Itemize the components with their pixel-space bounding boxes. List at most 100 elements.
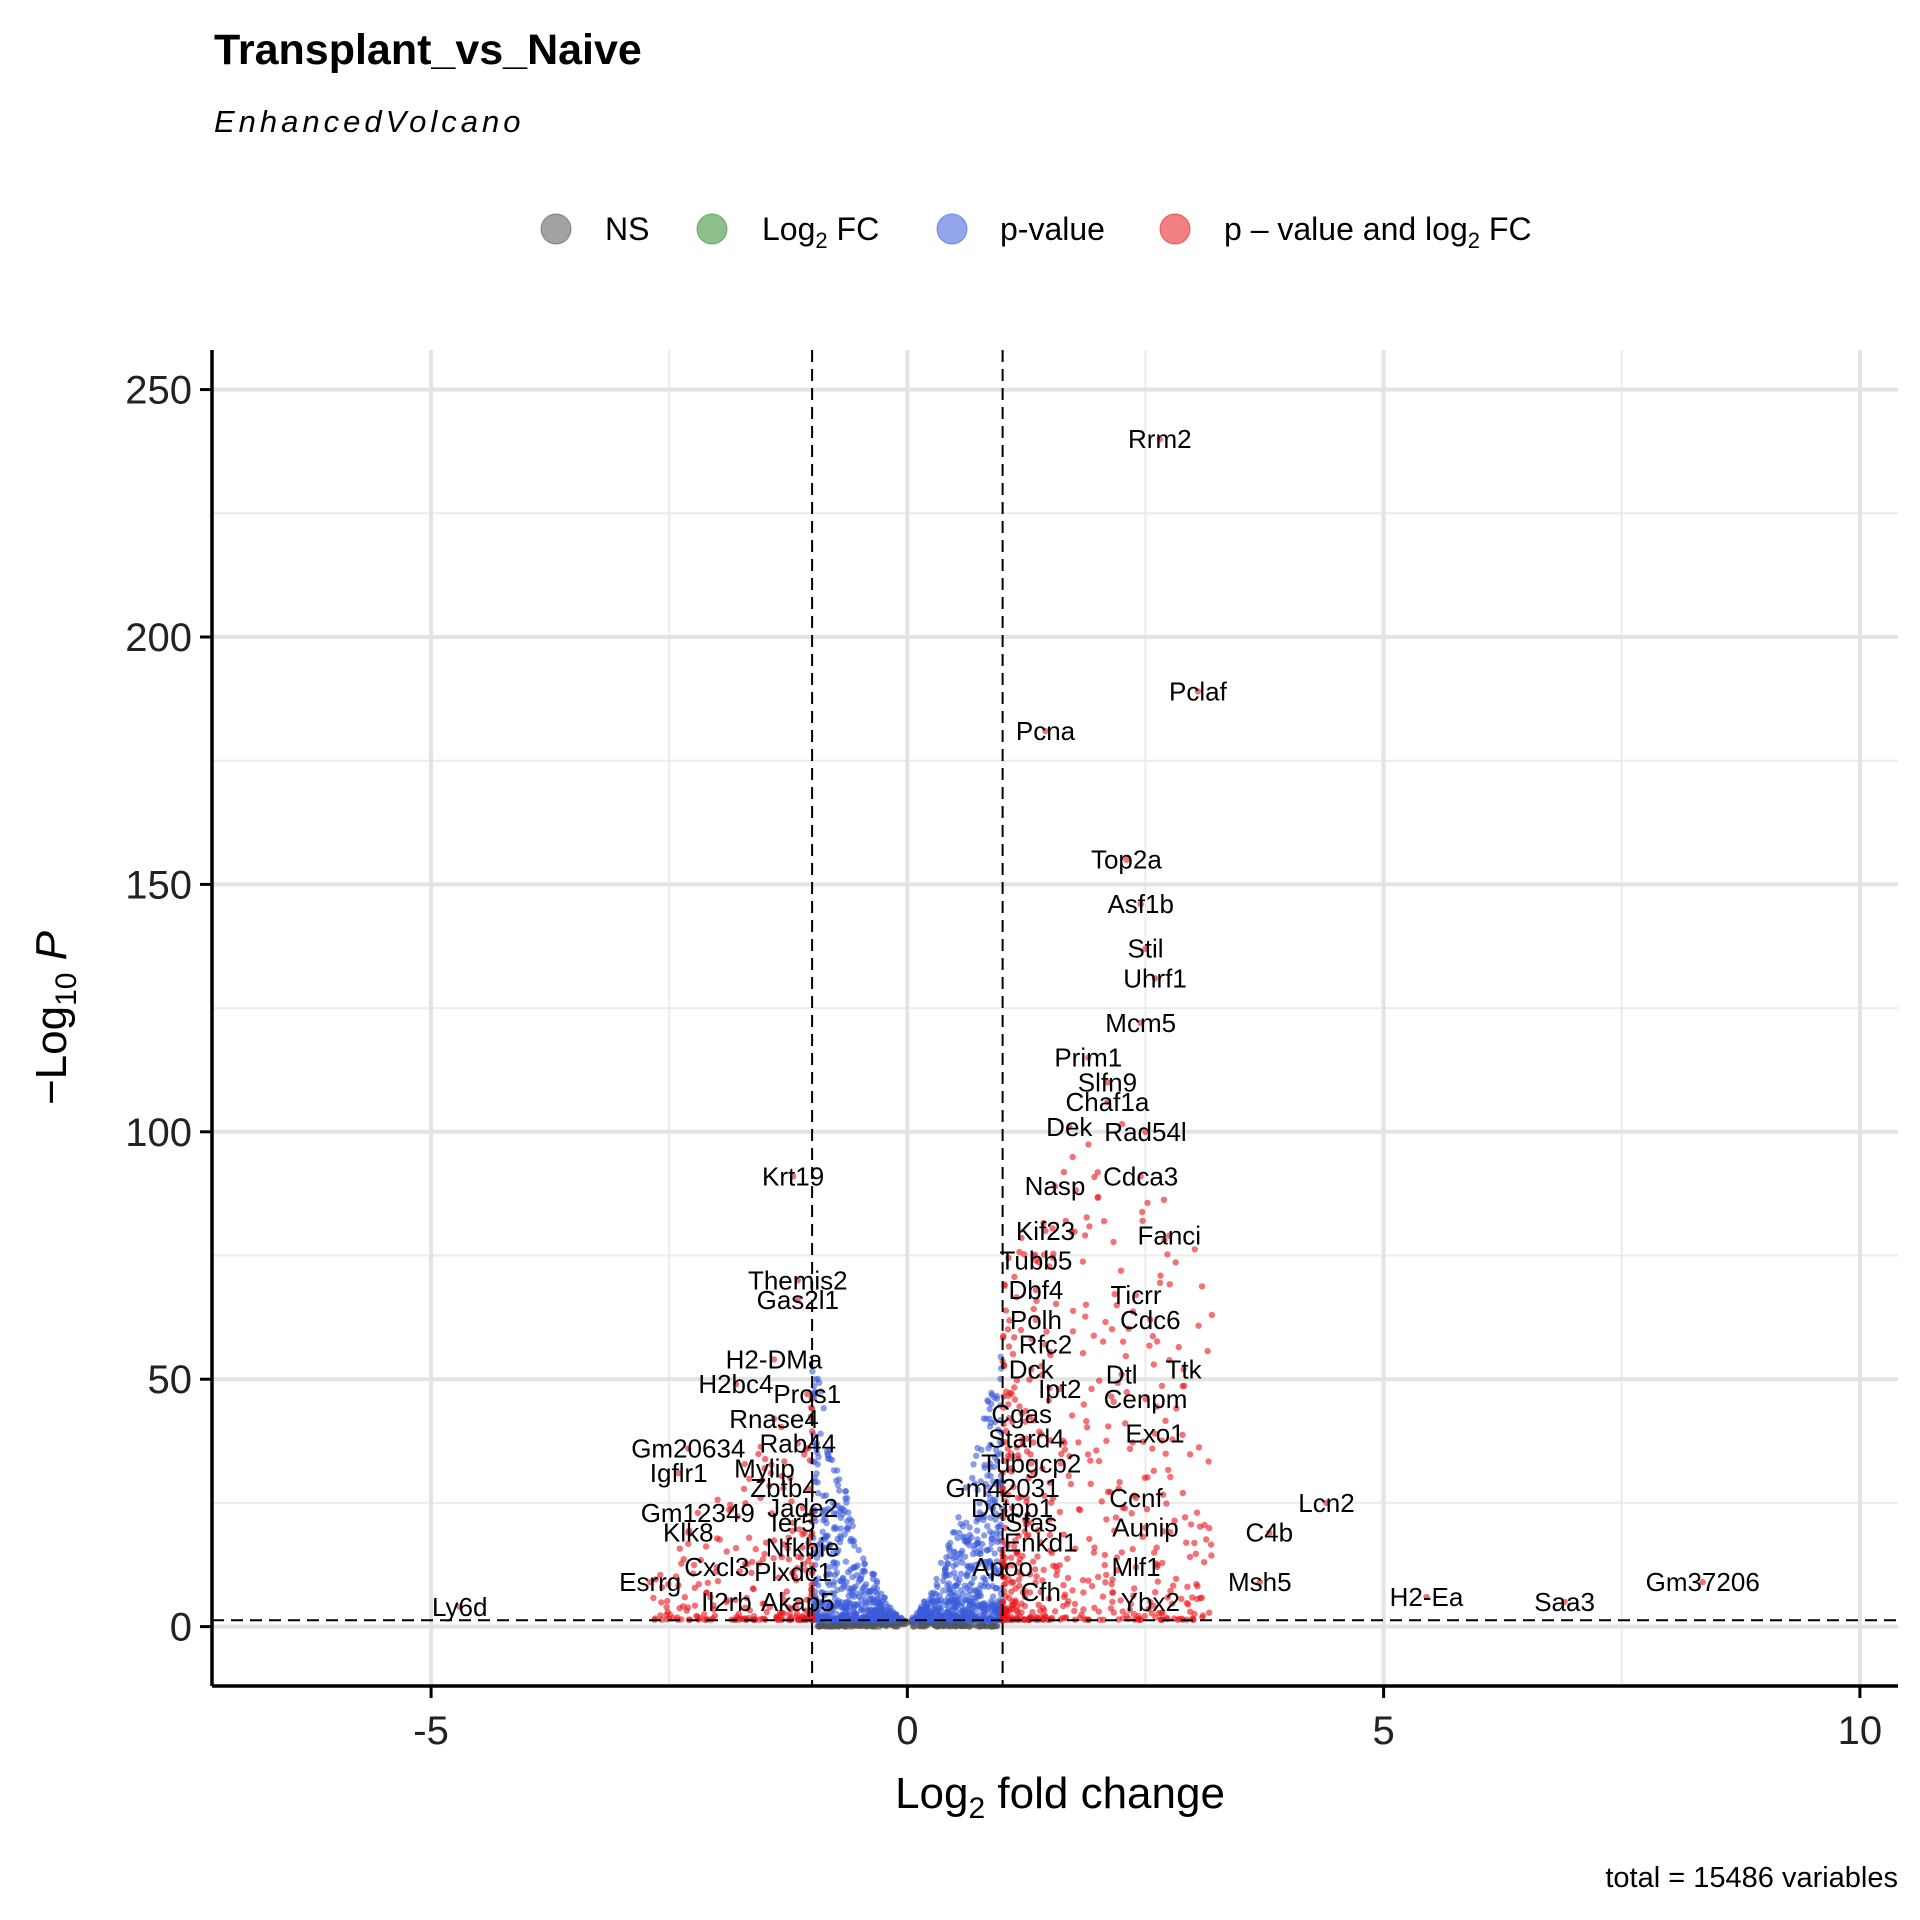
point-ns bbox=[851, 1622, 858, 1629]
point-ns bbox=[965, 1623, 973, 1630]
point-sig-up bbox=[1110, 1398, 1117, 1406]
point-pvalue bbox=[991, 1463, 998, 1471]
point-sig-up bbox=[1170, 1582, 1177, 1589]
point-sig-up bbox=[1207, 1541, 1215, 1548]
gene-label-Pcna: Pcna bbox=[1016, 716, 1076, 746]
gene-label-Exo1: Exo1 bbox=[1125, 1419, 1184, 1449]
point-sig-down bbox=[762, 1455, 769, 1463]
point-pvalue bbox=[982, 1563, 989, 1570]
point-sig-down bbox=[778, 1472, 785, 1480]
gene-label-Apoo: Apoo bbox=[972, 1552, 1033, 1582]
point-sig-up bbox=[1099, 1593, 1107, 1600]
point-pvalue bbox=[813, 1470, 820, 1477]
gene-point-Ly6d bbox=[456, 1603, 463, 1611]
point-pvalue bbox=[966, 1524, 973, 1531]
point-sig-up bbox=[1117, 1267, 1125, 1274]
gene-point-Akap5 bbox=[794, 1598, 801, 1606]
point-sig-up bbox=[1083, 1214, 1090, 1221]
point-sig-up bbox=[1094, 1573, 1102, 1581]
point-pvalue bbox=[993, 1479, 1000, 1486]
gene-point-Cdca3 bbox=[1137, 1173, 1144, 1180]
point-sig-down bbox=[657, 1571, 664, 1579]
point-sig-up bbox=[1156, 1279, 1164, 1287]
point-pvalue bbox=[959, 1600, 966, 1607]
point-sig-up bbox=[1095, 1457, 1103, 1465]
point-sig-up bbox=[1184, 1583, 1191, 1591]
point-sig-down bbox=[801, 1529, 808, 1537]
legend-label-0: NS bbox=[605, 211, 649, 247]
point-pvalue bbox=[992, 1446, 1000, 1453]
gene-label-Il2rb: Il2rb bbox=[701, 1587, 752, 1617]
point-sig-up bbox=[1014, 1568, 1021, 1576]
point-pvalue bbox=[940, 1577, 947, 1585]
point-sig-up bbox=[1016, 1555, 1023, 1563]
gene-point-Jade2 bbox=[799, 1504, 806, 1512]
point-pvalue bbox=[833, 1599, 840, 1607]
point-pvalue bbox=[991, 1394, 998, 1401]
point-sig-up bbox=[1021, 1602, 1029, 1610]
point-pvalue bbox=[850, 1604, 858, 1611]
point-sig-up bbox=[1153, 1403, 1160, 1410]
point-sig-up bbox=[1193, 1581, 1200, 1588]
point-pvalue bbox=[986, 1560, 994, 1567]
y-tick-label-2: 100 bbox=[125, 1111, 192, 1155]
point-ns bbox=[832, 1622, 840, 1630]
point-sig-up bbox=[1152, 1614, 1159, 1621]
gene-label-Themis2: Themis2 bbox=[748, 1265, 848, 1295]
point-sig-up bbox=[1019, 1589, 1027, 1596]
point-sig-up bbox=[1013, 1444, 1020, 1451]
point-pvalue bbox=[956, 1529, 963, 1537]
point-pvalue bbox=[974, 1486, 981, 1494]
point-pvalue bbox=[842, 1488, 849, 1495]
gene-label-Dtl: Dtl bbox=[1106, 1359, 1138, 1389]
point-sig-up bbox=[1038, 1371, 1046, 1379]
gene-label-Cenpm: Cenpm bbox=[1104, 1384, 1188, 1414]
gene-point-Mcm5 bbox=[1137, 1019, 1144, 1027]
point-sig-up bbox=[1143, 1506, 1151, 1513]
point-sig-down bbox=[691, 1602, 699, 1609]
point-sig-down bbox=[664, 1597, 671, 1605]
gene-point-Cxcl3 bbox=[713, 1564, 720, 1571]
point-sig-down bbox=[781, 1597, 788, 1604]
gene-label-Gm12349: Gm12349 bbox=[641, 1498, 755, 1528]
gene-point-Rrm2 bbox=[1156, 435, 1164, 443]
point-pvalue bbox=[820, 1517, 827, 1524]
point-sig-up bbox=[1088, 1385, 1095, 1393]
point-sig-down bbox=[676, 1605, 683, 1612]
point-pvalue bbox=[981, 1461, 988, 1469]
point-sig-up bbox=[1054, 1567, 1061, 1574]
point-ns bbox=[947, 1623, 955, 1630]
point-pvalue bbox=[850, 1537, 858, 1545]
point-sig-up bbox=[1117, 1597, 1124, 1604]
gene-point-Klk8 bbox=[685, 1529, 692, 1536]
point-pvalue bbox=[993, 1584, 1000, 1592]
point-pvalue bbox=[987, 1494, 994, 1502]
gene-point-Kif23 bbox=[1042, 1227, 1049, 1235]
point-pvalue bbox=[818, 1589, 825, 1596]
point-sig-down bbox=[740, 1485, 748, 1493]
point-pvalue bbox=[842, 1495, 849, 1502]
point-sig-up bbox=[1057, 1616, 1064, 1623]
gene-label-Rrm2: Rrm2 bbox=[1128, 424, 1192, 454]
point-pvalue bbox=[815, 1453, 822, 1461]
point-sig-down bbox=[802, 1607, 809, 1614]
point-sig-up bbox=[1198, 1594, 1206, 1602]
point-sig-up bbox=[1201, 1521, 1208, 1529]
point-pvalue bbox=[937, 1559, 945, 1567]
point-sig-up bbox=[1172, 1259, 1179, 1266]
gene-label-Akap5: Akap5 bbox=[761, 1587, 835, 1617]
point-pvalue bbox=[860, 1567, 868, 1574]
point-sig-up bbox=[1006, 1317, 1013, 1324]
point-sig-down bbox=[746, 1607, 753, 1614]
point-pvalue bbox=[812, 1478, 819, 1486]
point-sig-down bbox=[702, 1543, 710, 1550]
point-sig-up bbox=[1154, 1578, 1162, 1585]
point-pvalue bbox=[858, 1588, 866, 1595]
point-pvalue bbox=[823, 1590, 830, 1597]
point-sig-up bbox=[1123, 1388, 1131, 1396]
gene-point-Fanci bbox=[1166, 1232, 1173, 1239]
point-sig-up bbox=[1005, 1414, 1013, 1422]
point-pvalue bbox=[995, 1426, 1002, 1433]
point-sig-up bbox=[1068, 1228, 1076, 1236]
point-sig-up bbox=[1002, 1497, 1009, 1505]
